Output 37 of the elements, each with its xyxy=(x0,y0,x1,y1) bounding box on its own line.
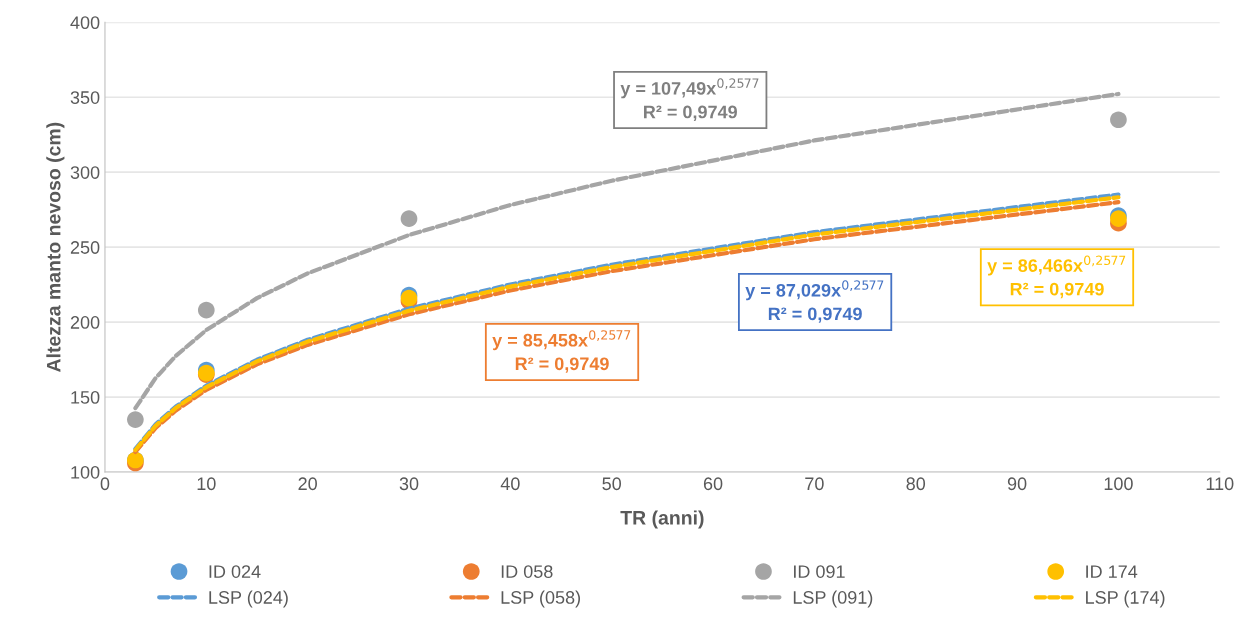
text: y = 87,029x$^{0,2577}$ R² = 0,9749 xyxy=(745,280,884,323)
x-tick-label: 90 xyxy=(1007,477,1027,491)
y-tick-label: 150 xyxy=(71,391,100,404)
text: y = 85,458x$^{0,2577}$ R² = 0,9749 xyxy=(492,330,631,373)
y-tick-label: 200 xyxy=(70,316,100,329)
x-tick-label: 80 xyxy=(906,477,926,491)
legend-label: LSP (091) xyxy=(793,590,873,608)
legend-label: LSP (024) xyxy=(209,590,288,608)
x-tick-label: 40 xyxy=(500,477,520,491)
legend-label: ID 091 xyxy=(794,565,845,578)
x-tick-label: 30 xyxy=(399,477,419,491)
text: y = 107,49x$^{0,2577}$ R² = 0,9749 xyxy=(620,78,759,121)
point xyxy=(127,411,144,428)
legend-label: ID 024 xyxy=(209,565,261,578)
point xyxy=(197,301,215,319)
x-tick-label: 50 xyxy=(602,477,622,491)
legend-label: LSP (058) xyxy=(501,590,580,608)
x-tick-label: 110 xyxy=(1206,477,1234,491)
point xyxy=(400,210,418,228)
x-tick-label: 20 xyxy=(298,477,317,491)
y-tick-label: 350 xyxy=(70,91,100,104)
x-tick-label: 0 xyxy=(100,477,110,491)
point xyxy=(1110,111,1127,129)
y-axis-title: Altezza manto nevoso (cm) xyxy=(46,122,65,372)
text: y = 86,466x$^{0,2577}$ R² = 0,9749 xyxy=(987,255,1126,299)
x-tick-label: 60 xyxy=(703,477,723,491)
y-tick-label: 250 xyxy=(70,241,100,254)
y-tick-label: 100 xyxy=(71,465,100,479)
legend-label: ID 058 xyxy=(501,565,553,578)
x-axis-title: TR (anni) xyxy=(620,510,704,529)
legend-label: ID 174 xyxy=(1086,565,1138,578)
y-tick-label: 300 xyxy=(70,166,100,179)
legend-label: LSP (174) xyxy=(1086,590,1165,608)
x-tick-label: 100 xyxy=(1104,477,1133,491)
y-tick-label: 400 xyxy=(70,16,100,30)
x-tick-label: 10 xyxy=(197,477,216,491)
x-tick-label: 70 xyxy=(805,477,824,491)
